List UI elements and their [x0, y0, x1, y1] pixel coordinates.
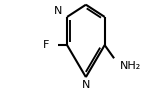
Text: N: N — [53, 6, 62, 16]
Text: F: F — [43, 40, 50, 50]
Text: NH₂: NH₂ — [120, 61, 141, 71]
Text: N: N — [82, 80, 90, 90]
